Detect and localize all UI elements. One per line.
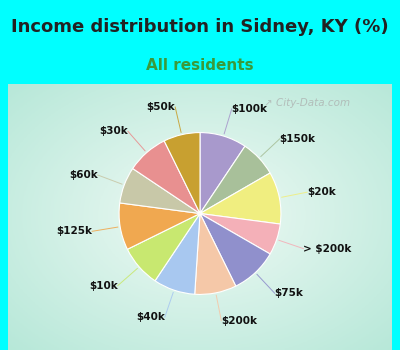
Wedge shape [200,133,245,214]
Text: > $200k: > $200k [304,244,352,254]
Text: $30k: $30k [99,126,128,136]
Text: $75k: $75k [275,288,304,298]
Wedge shape [200,146,270,214]
Wedge shape [119,203,200,249]
Text: All residents: All residents [146,58,254,73]
Wedge shape [155,214,200,294]
Wedge shape [128,214,200,281]
Text: $60k: $60k [69,170,98,180]
Wedge shape [200,173,281,224]
Text: $150k: $150k [280,134,316,144]
Text: $125k: $125k [56,226,92,236]
Text: $40k: $40k [136,312,165,322]
Wedge shape [195,214,236,294]
Wedge shape [200,214,270,286]
Text: $100k: $100k [232,104,268,114]
Text: $20k: $20k [307,187,336,197]
Text: Income distribution in Sidney, KY (%): Income distribution in Sidney, KY (%) [11,18,389,36]
Wedge shape [120,169,200,214]
Wedge shape [200,214,280,254]
Text: $50k: $50k [146,102,175,112]
Text: $10k: $10k [89,281,118,290]
Text: ↗ City-Data.com: ↗ City-Data.com [264,98,350,107]
Wedge shape [164,133,200,214]
Text: $200k: $200k [221,316,257,326]
Wedge shape [133,141,200,214]
